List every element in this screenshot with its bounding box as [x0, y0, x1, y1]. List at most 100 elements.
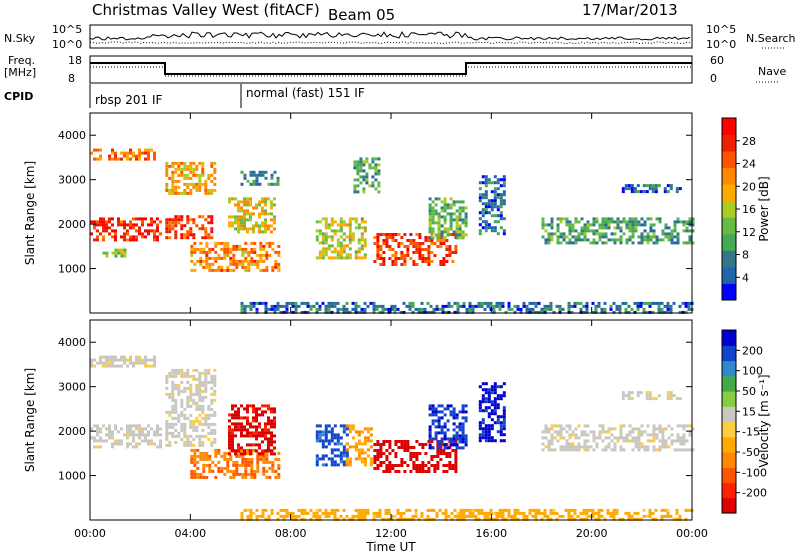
range-gate-cell [111, 355, 114, 359]
range-gate-cell [544, 445, 548, 449]
range-gate-cell [255, 203, 258, 207]
range-gate-cell [339, 250, 343, 254]
range-gate-cell [576, 514, 580, 518]
range-gate-cell [321, 250, 325, 254]
range-gate-cell [427, 251, 431, 254]
range-gate-cell [199, 451, 203, 455]
range-gate-cell [651, 511, 655, 515]
range-gate-cell [379, 257, 383, 260]
range-gate-cell [440, 416, 444, 420]
range-gate-cell [670, 442, 674, 446]
range-gate-cell [144, 355, 147, 359]
range-gate-cell [207, 215, 211, 219]
range-gate-cell [198, 407, 202, 411]
range-gate-cell [490, 409, 494, 413]
range-gate-cell [631, 217, 635, 221]
range-gate-cell [461, 416, 465, 420]
range-gate-cell [255, 443, 258, 447]
range-gate-cell [180, 215, 184, 219]
scatter-region [428, 197, 468, 240]
range-gate-cell [348, 229, 352, 233]
range-gate-cell [499, 196, 503, 200]
range-gate-cell [93, 439, 96, 443]
range-gate-cell [446, 203, 450, 207]
range-gate-cell [241, 454, 245, 458]
range-gate-cell [403, 245, 407, 248]
range-gate-cell [636, 184, 640, 188]
range-gate-cell [321, 256, 325, 260]
range-gate-cell [577, 220, 581, 224]
range-gate-cell [99, 223, 102, 227]
range-gate-cell [379, 446, 383, 449]
range-gate-cell [108, 154, 111, 158]
range-gate-cell [534, 304, 538, 308]
range-gate-cell [96, 361, 99, 365]
range-gate-cell [229, 475, 233, 479]
range-gate-cell [437, 416, 441, 420]
range-gate-cell [649, 433, 653, 437]
range-gate-cell [276, 182, 280, 186]
range-gate-cell [376, 440, 380, 443]
range-gate-cell [123, 433, 126, 437]
range-gate-cell [660, 301, 664, 305]
range-gate-cell [198, 422, 202, 426]
range-gate-cell [550, 424, 554, 428]
range-gate-cell [192, 422, 196, 426]
range-gate-cell [252, 182, 256, 186]
range-gate-cell [193, 475, 197, 479]
range-gate-cell [461, 206, 465, 210]
nsearch-trace [89, 41, 691, 45]
range-gate-cell [499, 421, 503, 425]
range-gate-cell [246, 404, 249, 408]
range-gate-cell [273, 434, 276, 438]
range-gate-cell [243, 227, 246, 231]
range-gate-cell [456, 517, 460, 521]
range-gate-cell [655, 436, 659, 440]
range-gate-cell [234, 428, 237, 432]
range-gate-cell [171, 170, 175, 174]
range-gate-cell [672, 301, 676, 305]
range-gate-cell [253, 259, 257, 263]
range-gate-cell [258, 514, 262, 518]
range-gate-cell [174, 386, 178, 390]
range-gate-cell [571, 235, 575, 239]
range-gate-cell [270, 508, 274, 512]
range-gate-cell [336, 238, 340, 242]
range-gate-cell [147, 433, 150, 437]
range-gate-cell [415, 251, 419, 254]
range-gate-cell [199, 454, 203, 458]
range-gate-cell [111, 442, 114, 446]
range-gate-cell [354, 445, 358, 449]
range-gate-cell [255, 221, 258, 225]
range-gate-cell [273, 307, 277, 311]
range-gate-cell [174, 233, 178, 237]
range-gate-cell [501, 304, 505, 308]
scatter-region [621, 184, 682, 194]
range-gate-cell [486, 517, 490, 521]
range-gate-cell [237, 209, 240, 213]
range-gate-cell [543, 307, 547, 311]
range-gate-cell [652, 424, 656, 428]
range-gate-cell [571, 442, 575, 446]
range-gate-cell [348, 427, 352, 431]
range-gate-cell [458, 209, 462, 213]
range-gate-cell [448, 251, 452, 254]
range-gate-cell [682, 427, 686, 431]
range-gate-cell [126, 364, 129, 368]
range-gate-cell [354, 217, 358, 221]
range-gate-cell [385, 440, 389, 443]
range-gate-cell [268, 253, 272, 257]
range-gate-cell [105, 358, 108, 362]
range-gate-cell [613, 232, 617, 236]
range-gate-cell [234, 197, 237, 201]
range-gate-cell [619, 433, 623, 437]
range-gate-cell [385, 236, 389, 239]
range-gate-cell [666, 508, 670, 512]
range-gate-cell [174, 404, 178, 408]
range-gate-cell [607, 223, 611, 227]
range-gate-cell [612, 517, 616, 521]
range-gate-cell [592, 433, 596, 437]
range-gate-cell [223, 244, 227, 248]
range-gate-cell [481, 388, 485, 392]
range-gate-cell [135, 445, 138, 449]
